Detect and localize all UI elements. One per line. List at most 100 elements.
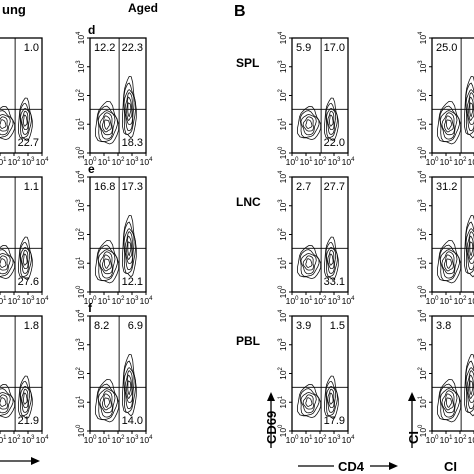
plot-frame [89, 315, 147, 432]
tick-label: 100 [278, 285, 288, 298]
population-low-contour [0, 397, 7, 407]
tick-label: 100 [76, 424, 86, 437]
population-low-contour [0, 110, 14, 138]
y-axis-label-left-group: CD69 [264, 392, 279, 448]
population-cd4-contour [466, 231, 474, 264]
population-cd4-contour [469, 241, 474, 257]
population-low-contour [446, 397, 452, 408]
population-low-contour [302, 394, 314, 410]
population-low-contour [104, 397, 110, 408]
tick-label: 103 [76, 338, 86, 351]
quadrant-percent-lr: 33.1 [324, 276, 345, 288]
population-cd4-contour [327, 110, 335, 131]
population-low-contour [0, 394, 8, 410]
tick-label: 100 [418, 146, 428, 159]
population-low-contour [439, 110, 458, 140]
population-cd4-contour [468, 96, 474, 121]
tick-label: 101 [278, 395, 288, 408]
population-cd4-contour [463, 353, 474, 417]
population-low-contour [0, 388, 14, 416]
population-cd4-contour [328, 114, 334, 127]
panel-letter: f [88, 301, 93, 315]
population-cd4-contour [127, 380, 132, 396]
aged-header: Aged [128, 1, 158, 15]
tick-label: 100 [84, 435, 97, 445]
tick-label: 102 [454, 157, 467, 167]
tick-label: 103 [278, 338, 288, 351]
quadrant-percent-ul: 2.7 [296, 181, 311, 193]
population-low-contour [439, 388, 458, 418]
tick-label: 104 [76, 309, 86, 322]
quadrant-percent-lr: 27.6 [18, 276, 39, 288]
population-low-contour [443, 254, 454, 272]
quadrant-percent-ul: 5.9 [296, 42, 311, 54]
tick-label: 101 [0, 296, 7, 306]
tick-label: 103 [418, 60, 428, 73]
population-low-contour [439, 249, 458, 279]
x-axis-label: CD4 [338, 459, 365, 474]
tick-label: 103 [76, 199, 86, 212]
tick-label: 102 [454, 435, 467, 445]
population-cd4-contour [21, 249, 29, 270]
tick-label: 104 [278, 170, 288, 183]
tick-label: 101 [278, 256, 288, 269]
tick-label: 104 [418, 309, 428, 322]
tick-label: 104 [342, 157, 355, 167]
quadrant-percent-ur: 1.8 [24, 320, 39, 332]
population-cd4-contour [124, 231, 134, 264]
tick-label: 101 [0, 157, 7, 167]
tick-label: 100 [418, 285, 428, 298]
population-low-contour [0, 116, 8, 132]
tick-label: 103 [328, 157, 341, 167]
population-cd4-contour [21, 388, 29, 409]
tick-label: 103 [328, 296, 341, 306]
tick-label: 100 [76, 285, 86, 298]
population-cd4-contour [469, 380, 474, 396]
population-cd4-contour [126, 374, 133, 399]
population-low-contour [296, 245, 322, 280]
young-header: ung [2, 2, 26, 17]
tick-label: 101 [98, 435, 111, 445]
tick-label: 100 [76, 146, 86, 159]
population-low-contour [97, 110, 116, 140]
tick-label: 104 [76, 170, 86, 183]
y-axis-label-right: CI [406, 431, 421, 444]
population-low-contour [0, 384, 16, 419]
population-low-contour [305, 258, 313, 268]
population-cd4-contour [323, 236, 339, 280]
tick-label: 104 [76, 31, 86, 44]
population-cd4-contour [463, 214, 474, 278]
quadrant-percent-lr: 17.9 [324, 415, 345, 427]
quadrant-percent-ul: 3.8 [436, 320, 451, 332]
population-low-contour [97, 249, 116, 279]
population-low-contour [300, 392, 317, 414]
quadrant-percent-lr: 21.9 [18, 415, 39, 427]
population-low-contour [101, 393, 112, 411]
population-cd4-contour [22, 114, 28, 127]
population-low-contour [436, 101, 462, 145]
population-low-contour [299, 110, 320, 138]
tick-label: 103 [126, 157, 139, 167]
tick-label: 100 [278, 424, 288, 437]
population-low-contour [300, 114, 317, 136]
tick-label: 102 [76, 227, 86, 240]
tick-label: 103 [468, 157, 474, 167]
tick-label: 103 [126, 296, 139, 306]
population-cd4-contour [20, 385, 31, 413]
tick-label: 100 [426, 157, 439, 167]
quadrant-percent-lr: 22.7 [18, 137, 39, 149]
population-low-contour [305, 397, 313, 407]
panel-letter: e [88, 162, 95, 176]
tick-label: 101 [300, 435, 313, 445]
plot-frame [291, 176, 349, 293]
population-cd4-contour [326, 385, 337, 413]
population-cd4-contour [121, 75, 137, 139]
tick-label: 101 [0, 435, 7, 445]
population-cd4-contour [127, 241, 132, 257]
tick-label: 100 [286, 296, 299, 306]
